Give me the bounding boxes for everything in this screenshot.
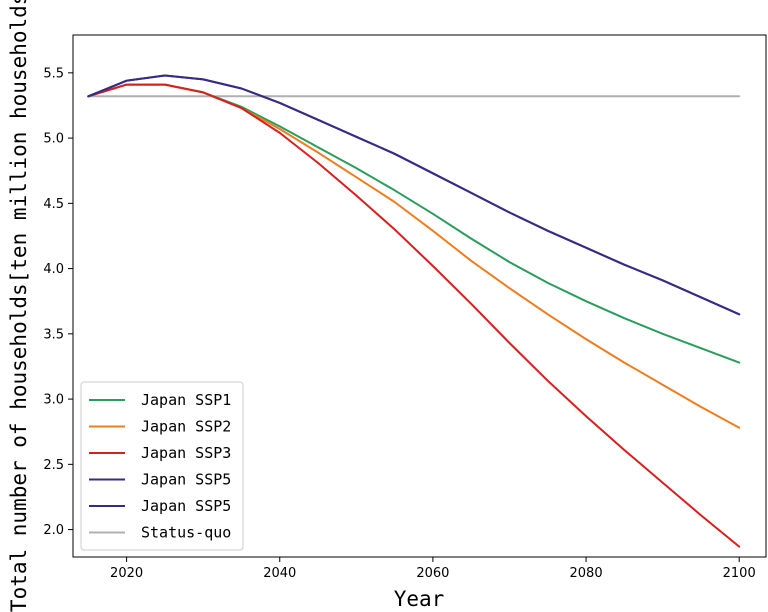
legend-label: Japan SSP2 xyxy=(141,418,231,436)
y-tick-label: 3.5 xyxy=(43,327,64,342)
x-tick-label: 2040 xyxy=(263,566,296,581)
x-tick-label: 2080 xyxy=(570,566,603,581)
x-axis: 2020 2040 2060 2080 2100 xyxy=(110,557,756,581)
legend-label: Japan SSP5 xyxy=(141,497,231,515)
series-line-4 xyxy=(87,74,741,316)
series-layer xyxy=(87,74,741,548)
y-tick-label: 4.5 xyxy=(43,197,64,212)
legend-label: Japan SSP3 xyxy=(141,444,231,462)
x-axis-label: Year xyxy=(394,587,445,611)
y-axis-label: Total number of households[ten million h… xyxy=(7,0,31,612)
legend-label: Japan SSP5 xyxy=(141,471,231,489)
series-line-1 xyxy=(87,83,741,364)
legend-box xyxy=(80,381,244,551)
x-tick-label: 2060 xyxy=(416,566,449,581)
y-tick-label: 5.5 xyxy=(43,66,64,81)
legend: Japan SSP1 Japan SSP2 Japan SSP3 Japan SSP5… xyxy=(80,381,244,551)
y-tick-label: 2.0 xyxy=(43,523,64,538)
y-tick-label: 2.5 xyxy=(43,458,64,473)
y-tick-label: 4.0 xyxy=(43,262,64,277)
x-tick-label: 2100 xyxy=(723,566,756,581)
x-tick-label: 2020 xyxy=(110,566,143,581)
series-line-3 xyxy=(87,83,741,548)
plot-frame xyxy=(72,34,767,558)
legend-label: Japan SSP1 xyxy=(141,391,231,409)
y-axis: 2.0 2.5 3.0 3.5 4.0 4.5 5.0 5.5 xyxy=(43,66,73,538)
legend-label: Status-quo xyxy=(141,524,231,542)
y-tick-label: 3.0 xyxy=(43,393,64,408)
y-tick-label: 5.0 xyxy=(43,132,64,147)
series-line-2 xyxy=(87,83,741,429)
series-line-5 xyxy=(87,74,741,316)
